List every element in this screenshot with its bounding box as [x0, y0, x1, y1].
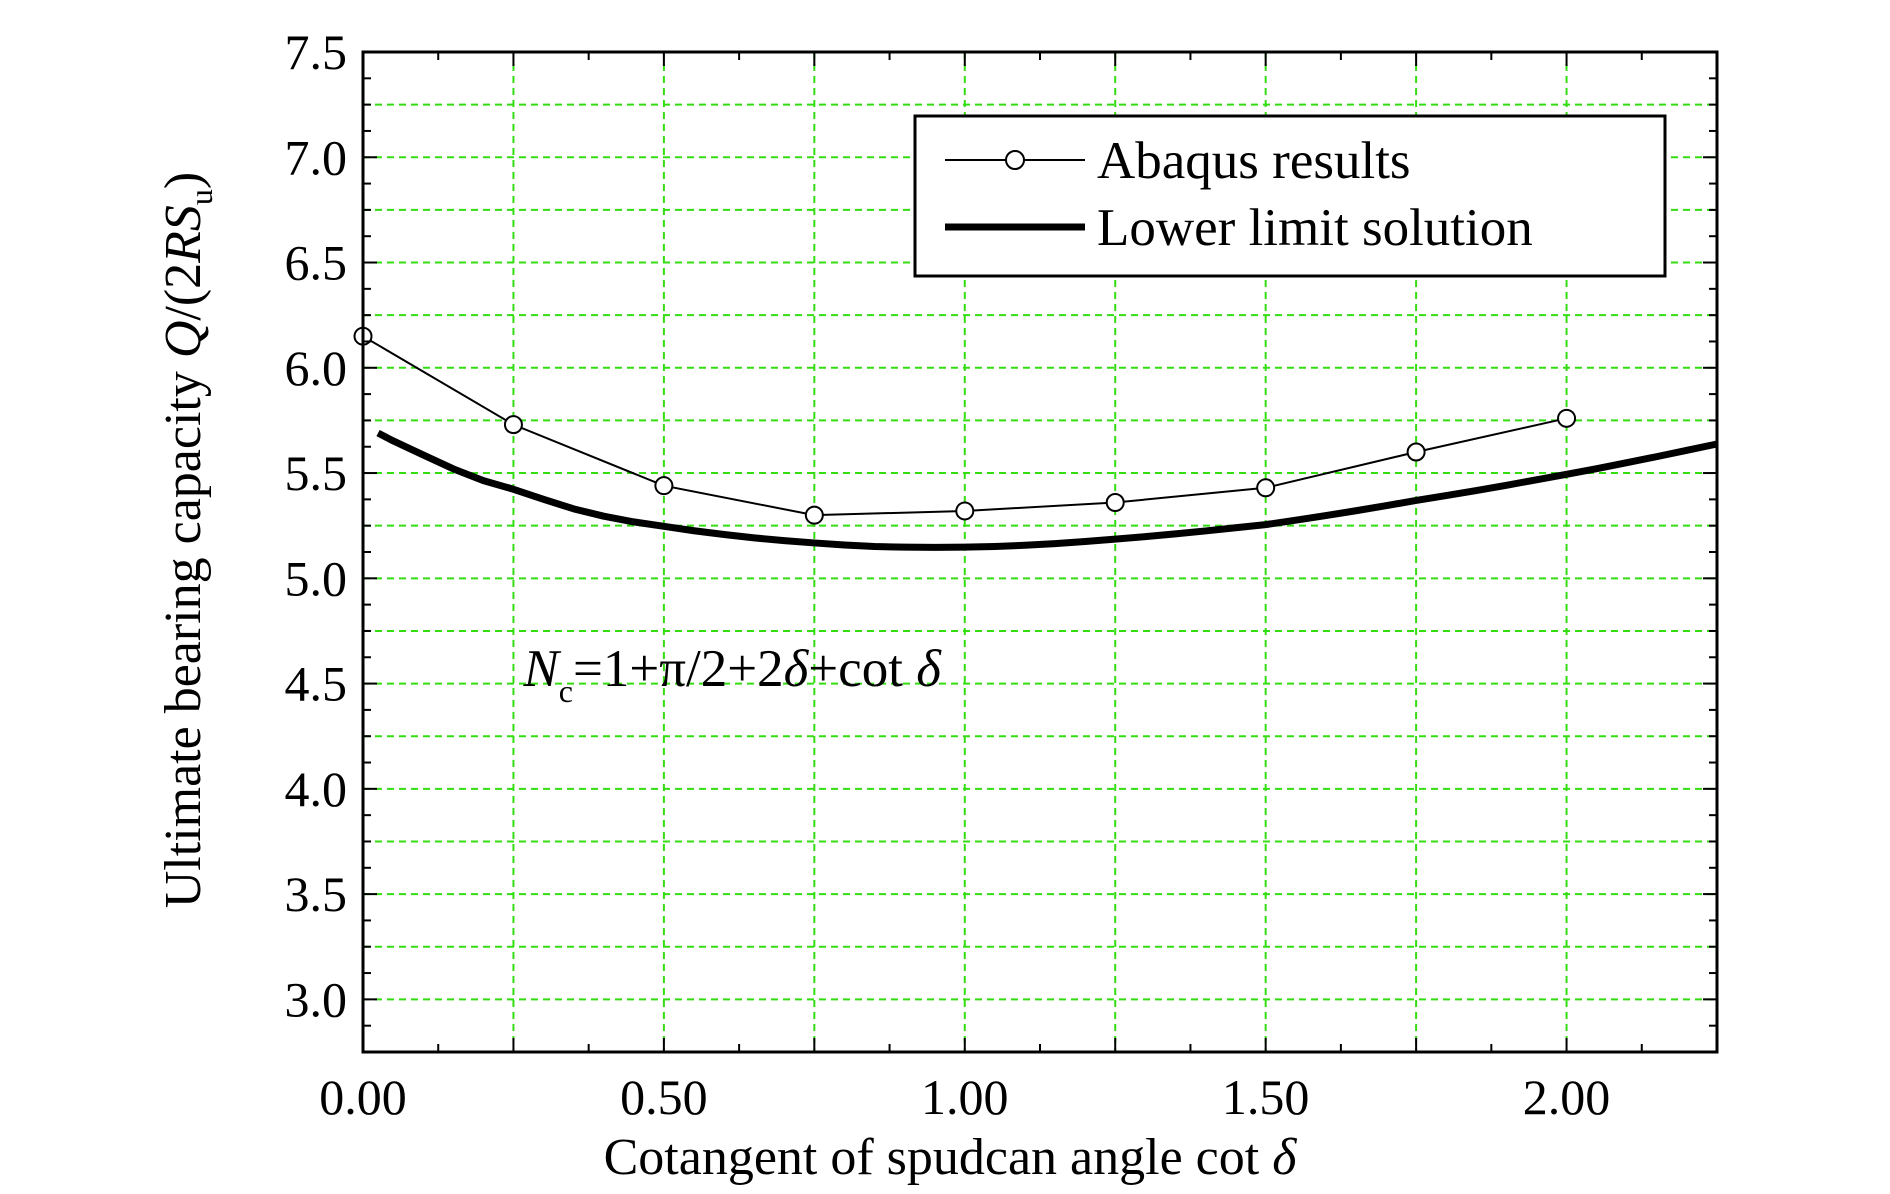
- series-abaqus-point: [1105, 493, 1125, 513]
- y-tick-label: 3.5: [285, 866, 348, 922]
- y-axis-title: Ultimate bearing capacity Q/(2RSu): [155, 172, 219, 909]
- legend-abaqus-label: Abaqus results: [1097, 132, 1411, 190]
- formula-expr-2: +cot: [808, 640, 916, 698]
- legend-abaqus-marker: [1005, 150, 1025, 170]
- y-axis-title-subscript: u: [183, 189, 219, 205]
- x-tick-label: 0.00: [319, 1069, 407, 1125]
- x-tick-label: 2.00: [1523, 1069, 1611, 1125]
- formula-subscript: c: [559, 673, 573, 709]
- series-lower-limit-line: [376, 429, 1718, 551]
- y-tick-label: 6.5: [285, 235, 348, 291]
- y-tick-label: 3.0: [285, 971, 348, 1027]
- x-tick-label: 0.50: [620, 1069, 708, 1125]
- series-abaqus-point: [955, 501, 975, 521]
- y-tick-label: 7.0: [285, 129, 348, 185]
- y-axis-title-q: Q: [155, 321, 212, 359]
- x-axis-title: Cotangent of spudcan angle cot δ: [604, 1129, 1298, 1186]
- x-axis-title-main: Cotangent of spudcan angle cot: [604, 1129, 1273, 1186]
- y-tick-label: 6.0: [285, 340, 348, 396]
- y-tick-label: 5.5: [285, 445, 348, 501]
- y-tick-label: 5.0: [285, 550, 348, 606]
- x-tick-label: 1.50: [1222, 1069, 1310, 1125]
- x-axis-title-delta: δ: [1272, 1129, 1297, 1186]
- formula-annotation: Nc=1+π/2+2δ+cot δ: [522, 640, 942, 709]
- legend: Abaqus results Lower limit solution: [913, 114, 1667, 278]
- series-abaqus-point: [1406, 442, 1426, 462]
- y-axis-title-close: ): [155, 172, 212, 189]
- series-abaqus-point: [503, 415, 523, 435]
- y-axis-title-rs: RS: [155, 205, 212, 264]
- ticks-group: 0.00 0.50 1.00 1.50 2.00 3.0 3.5 4.0 4.5 5.0 5.5 6.…: [285, 24, 1717, 1125]
- y-tick-label: 7.5: [285, 24, 348, 80]
- formula-expr-1: =1+π/2+2: [573, 640, 784, 698]
- x-tick-label: 1.00: [921, 1069, 1009, 1125]
- formula-N: N: [522, 640, 561, 698]
- formula-delta-2: δ: [916, 640, 942, 698]
- series-group: [353, 326, 1718, 551]
- series-abaqus-point: [1256, 478, 1276, 498]
- series-abaqus-point: [654, 476, 674, 496]
- legend-lower-limit-label: Lower limit solution: [1097, 199, 1533, 257]
- formula-delta-1: δ: [784, 640, 810, 698]
- y-axis-title-main: Ultimate bearing capacity: [155, 358, 212, 908]
- y-tick-label: 4.5: [285, 656, 348, 712]
- series-abaqus-point: [804, 505, 824, 525]
- series-abaqus-point: [1557, 408, 1577, 428]
- legend-box: [913, 114, 1667, 278]
- y-tick-label: 4.0: [285, 761, 348, 817]
- y-axis-title-slash: /(2: [155, 263, 212, 321]
